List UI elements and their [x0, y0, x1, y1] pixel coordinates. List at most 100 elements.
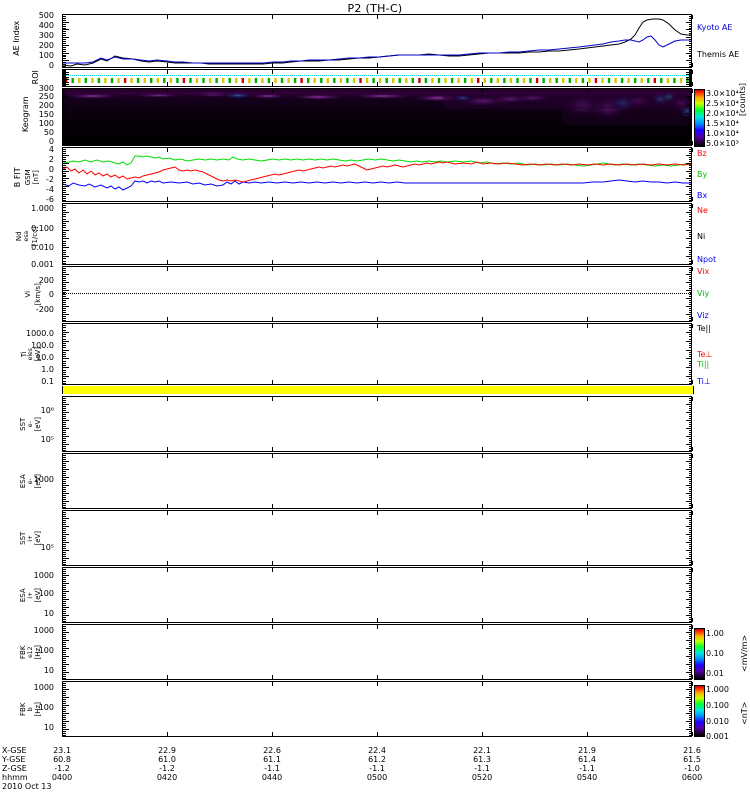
x-tick [692, 561, 693, 565]
ae-ytick-500: 500 [38, 11, 54, 20]
x-tick [692, 380, 693, 384]
panel-bfit [62, 147, 692, 202]
xaxis-value-hhmm-5: 0540 [576, 773, 598, 782]
x-tick [692, 675, 693, 679]
bfit-ytick-0: 0 [48, 165, 54, 174]
nd-ytick-001: 0.010 [31, 243, 54, 252]
legend-tipar: Ti|| [697, 360, 710, 369]
xaxis-value-y-gse-3: 61.2 [368, 755, 386, 764]
legend-bx: Bx [697, 191, 708, 200]
xaxis-row-label-1: Y-GSE [2, 755, 26, 764]
x-tick [692, 267, 693, 271]
xaxis-value-z-gse-1: -1.2 [159, 764, 175, 773]
panel-sst-electron [62, 396, 692, 452]
x-tick [692, 63, 693, 67]
keo-ytick-250: 250 [38, 92, 54, 101]
xaxis-value-z-gse-6: -1.0 [684, 764, 700, 773]
bfit-ytick-m4: -4 [46, 185, 54, 194]
x-tick [692, 15, 693, 19]
esa-i-ytick-1000: 1000 [33, 571, 54, 580]
fbk-e12-ytick-1000: 1000 [33, 626, 54, 635]
legend-tiperp: Ti⊥ [697, 377, 711, 386]
panel-bfit-ylabel: B FIT [12, 167, 22, 188]
keo-cb-tick-0: 3.0×10⁴ [706, 89, 739, 98]
keo-ytick-100: 100 [38, 119, 54, 128]
x-tick [692, 618, 693, 622]
xaxis-value-hhmm-2: 0440 [261, 773, 283, 782]
esa-i-ytick-10: 10 [43, 609, 54, 618]
fbk-e12-cb-tick-0: 1.00 [706, 629, 724, 638]
panel-sst-i-ylabel3: [eV] [33, 530, 42, 546]
fbk-b-ytick-1000: 1000 [33, 683, 54, 692]
ae-ytick-300: 300 [38, 31, 54, 40]
ti-ytick-10: 10.0 [36, 353, 54, 362]
xaxis-value-y-gse-5: 61.4 [578, 755, 596, 764]
x-tick [692, 89, 693, 93]
x-tick [692, 141, 693, 145]
x-tick [692, 732, 693, 736]
xaxis-value-y-gse-2: 61.1 [263, 755, 281, 764]
page-title: P2 (TH-C) [347, 2, 403, 15]
keo-ytick-300: 300 [38, 84, 54, 93]
keo-ytick-150: 150 [38, 110, 54, 119]
xaxis-value-y-gse-0: 60.8 [53, 755, 71, 764]
fbk-b-ytick-100: 100 [38, 703, 54, 712]
xaxis-value-hhmm-6: 0600 [681, 773, 703, 782]
fbk-b-colorbar [694, 685, 705, 737]
x-tick [692, 197, 693, 201]
bfit-traces [63, 155, 691, 191]
legend-bz: Bz [697, 149, 707, 158]
roi-markers [65, 78, 689, 83]
fbk-b-cb-tick-3: 0.001 [706, 732, 729, 741]
fbk-e12-cb-unit: <mV/m> [740, 634, 749, 672]
ti-ytick-1000: 1000.0 [26, 329, 54, 338]
fbk-b-cb-tick-2: 0.010 [706, 717, 729, 726]
x-tick [692, 260, 693, 264]
panel-nd [62, 203, 692, 265]
ti-ytick-100: 100.0 [31, 341, 54, 350]
x-tick [692, 324, 693, 328]
keo-cb-tick-5: 5.0×10³ [706, 139, 739, 148]
x-tick [692, 568, 693, 572]
xaxis-value-z-gse-0: -1.2 [54, 764, 70, 773]
xaxis-row-label-0: X-GSE [2, 746, 27, 755]
xaxis-value-hhmm-1: 0420 [156, 773, 178, 782]
x-tick [692, 397, 693, 401]
fbk-e12-cb-tick-1: 0.10 [706, 649, 724, 658]
xaxis-row-label-2: Z-GSE [2, 764, 27, 773]
vi-ytick-200: 200 [38, 276, 54, 285]
xaxis-value-x-gse-0: 23.1 [53, 746, 71, 755]
x-tick [692, 625, 693, 629]
keogram-image [63, 89, 691, 145]
legend-npot: Npot [697, 255, 717, 264]
legend-ni: Ni [697, 232, 706, 241]
nd-ytick-1: 1.000 [31, 204, 54, 213]
x-tick [692, 317, 693, 321]
ae-ytick-100: 100 [38, 51, 54, 60]
xaxis-value-z-gse-5: -1.1 [579, 764, 595, 773]
panel-esa-ion [62, 567, 692, 623]
keo-cb-tick-3: 1.5×10⁴ [706, 119, 739, 128]
vi-ytick-0: 0 [48, 290, 54, 299]
xaxis-value-z-gse-2: -1.1 [264, 764, 280, 773]
bfit-ytick-4: 4 [48, 145, 54, 154]
bfit-ytick-2: 2 [48, 155, 54, 164]
x-tick [692, 70, 693, 74]
nd-ytick-0001: 0.001 [31, 260, 54, 269]
x-tick [692, 82, 693, 86]
legend-viy: Viy [697, 289, 710, 298]
esa-i-ytick-100: 100 [38, 589, 54, 598]
vi-zero-line [63, 293, 691, 294]
fbk-e12-cb-tick-2: 0.01 [706, 669, 724, 678]
vi-ytick-m200: -200 [35, 305, 54, 314]
legend-viz: Viz [697, 311, 709, 320]
x-tick [692, 447, 693, 451]
ae-ytick-400: 400 [38, 21, 54, 30]
x-tick [692, 504, 693, 508]
panel-keogram [62, 88, 692, 146]
panel-fbk-b [62, 681, 692, 737]
panel-esa-electron [62, 453, 692, 509]
ae-index-traces [63, 18, 691, 67]
keo-cb-tick-2: 2.0×10⁴ [706, 109, 739, 118]
bfit-ytick-m2: -2 [46, 175, 54, 184]
